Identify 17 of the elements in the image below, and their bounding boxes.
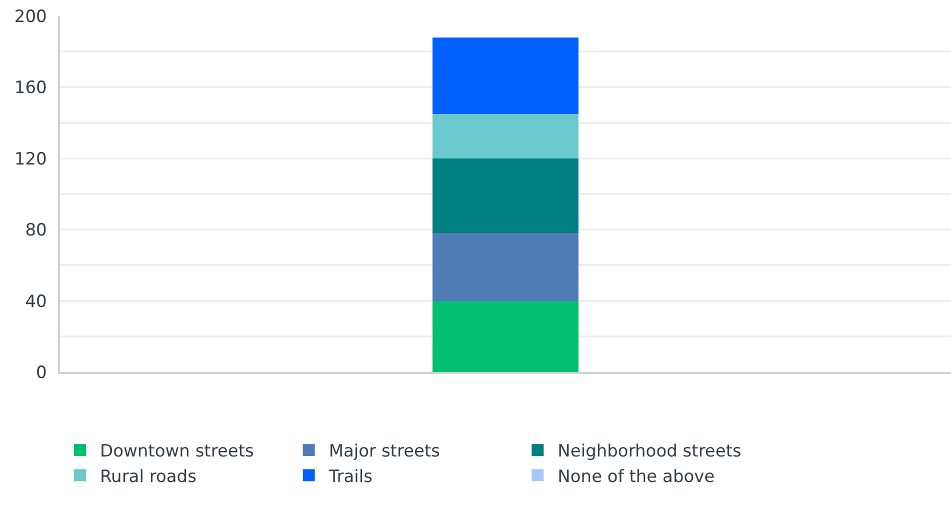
- y-tick-label: 120: [14, 149, 47, 170]
- legend-label: Major streets: [328, 442, 440, 462]
- y-tick-label: 200: [14, 6, 47, 27]
- bar: [432, 114, 579, 158]
- bar: [432, 158, 579, 234]
- y-tick-label: 40: [25, 292, 47, 312]
- bar: [432, 300, 579, 372]
- legend-label: Neighborhood streets: [558, 442, 742, 462]
- y-tick-label: 0: [36, 362, 47, 383]
- legend-label: Rural roads: [100, 466, 197, 487]
- y-tick-label: 160: [14, 78, 47, 98]
- bar: [432, 37, 579, 114]
- legend-label: Downtown streets: [100, 442, 254, 462]
- legend-label: Trails: [328, 466, 373, 487]
- legend-label: None of the above: [558, 466, 715, 487]
- y-tick-label: 80: [25, 220, 47, 241]
- bar: [432, 233, 579, 301]
